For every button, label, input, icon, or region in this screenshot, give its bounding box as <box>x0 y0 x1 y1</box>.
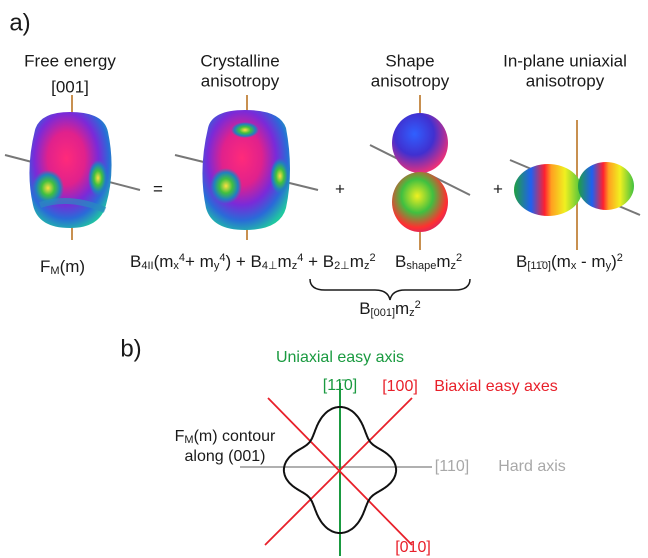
column-title: In-plane uniaxial <box>503 51 627 70</box>
formula-run: + m <box>185 252 214 271</box>
formula-run: 2 <box>617 252 623 264</box>
axis-label: Uniaxial easy axis <box>276 349 404 366</box>
axis-label: [100] <box>382 378 418 395</box>
formula-run: m <box>278 252 292 271</box>
formula-run: ) + B <box>225 252 261 271</box>
formula: B4II(mx4+ my4) + B4⊥mz4 + B2⊥mz2 <box>130 252 376 272</box>
column-title: Shape <box>385 51 434 70</box>
formula-run: m <box>436 252 450 271</box>
formula-run: (m) contour <box>194 428 276 445</box>
axis-label: [010] <box>395 539 431 556</box>
operator: = <box>153 179 163 198</box>
column-title: [001] <box>51 77 89 96</box>
axis-label: Hard axis <box>498 458 566 475</box>
formula: FM(m) <box>40 257 85 277</box>
formula-run: along (001) <box>185 448 266 465</box>
formula-run: 2⊥ <box>334 260 350 272</box>
column-title: Crystalline <box>200 51 279 70</box>
formula: B[001]mz2 <box>359 299 421 319</box>
column-title: anisotropy <box>526 71 605 90</box>
formula-run: (m <box>551 252 571 271</box>
formula-run: M <box>184 434 193 446</box>
formula-run: F <box>40 257 50 276</box>
formula-run: B <box>359 299 370 318</box>
axis-label: Biaxial easy axes <box>434 378 558 395</box>
panel-label: b) <box>120 335 141 362</box>
column-title: Free energy <box>24 51 116 70</box>
formula-run: [001] <box>371 307 395 319</box>
axis-label: [11̄0] <box>323 377 357 394</box>
formula-run: B <box>395 252 406 271</box>
formula-run: B <box>516 252 527 271</box>
formula-run: 2 <box>369 252 375 264</box>
panel-label: a) <box>9 9 30 36</box>
operator: + <box>493 179 503 198</box>
formula-run: 2 <box>456 252 462 264</box>
formula-run: m <box>395 299 409 318</box>
formula-run: 4II <box>141 260 153 272</box>
formula: B[11̄0](mx - my)2 <box>516 252 623 272</box>
shape-surface <box>370 95 470 250</box>
formula-run: - m <box>576 252 605 271</box>
formula: Bshapemz2 <box>395 252 462 272</box>
axis-label: [110] <box>435 458 469 475</box>
contour-label: along (001) <box>185 448 266 465</box>
formula-run: + B <box>303 252 334 271</box>
free-energy-surface <box>5 95 140 240</box>
crystalline-surface <box>175 95 318 240</box>
formula-run: (m <box>154 252 174 271</box>
uniaxial-surface <box>510 120 640 250</box>
column-title: anisotropy <box>371 71 450 90</box>
formula-run: M <box>50 265 59 277</box>
formula-run: (m) <box>60 257 85 276</box>
brace <box>310 279 470 300</box>
contour-diagram <box>240 383 432 556</box>
formula-run: B <box>130 252 141 271</box>
formula-run: 2 <box>415 299 421 311</box>
formula-run: F <box>175 428 185 445</box>
figure: a)Free energy[001]CrystallineanisotropyS… <box>0 0 648 558</box>
formula-run: 4⊥ <box>262 260 278 272</box>
formula-run: [11̄0] <box>527 260 551 272</box>
formula-run: shape <box>406 260 436 272</box>
formula-run: m <box>350 252 364 271</box>
operator: + <box>335 179 345 198</box>
column-title: anisotropy <box>201 71 280 90</box>
contour-label: FM(m) contour <box>175 428 276 446</box>
